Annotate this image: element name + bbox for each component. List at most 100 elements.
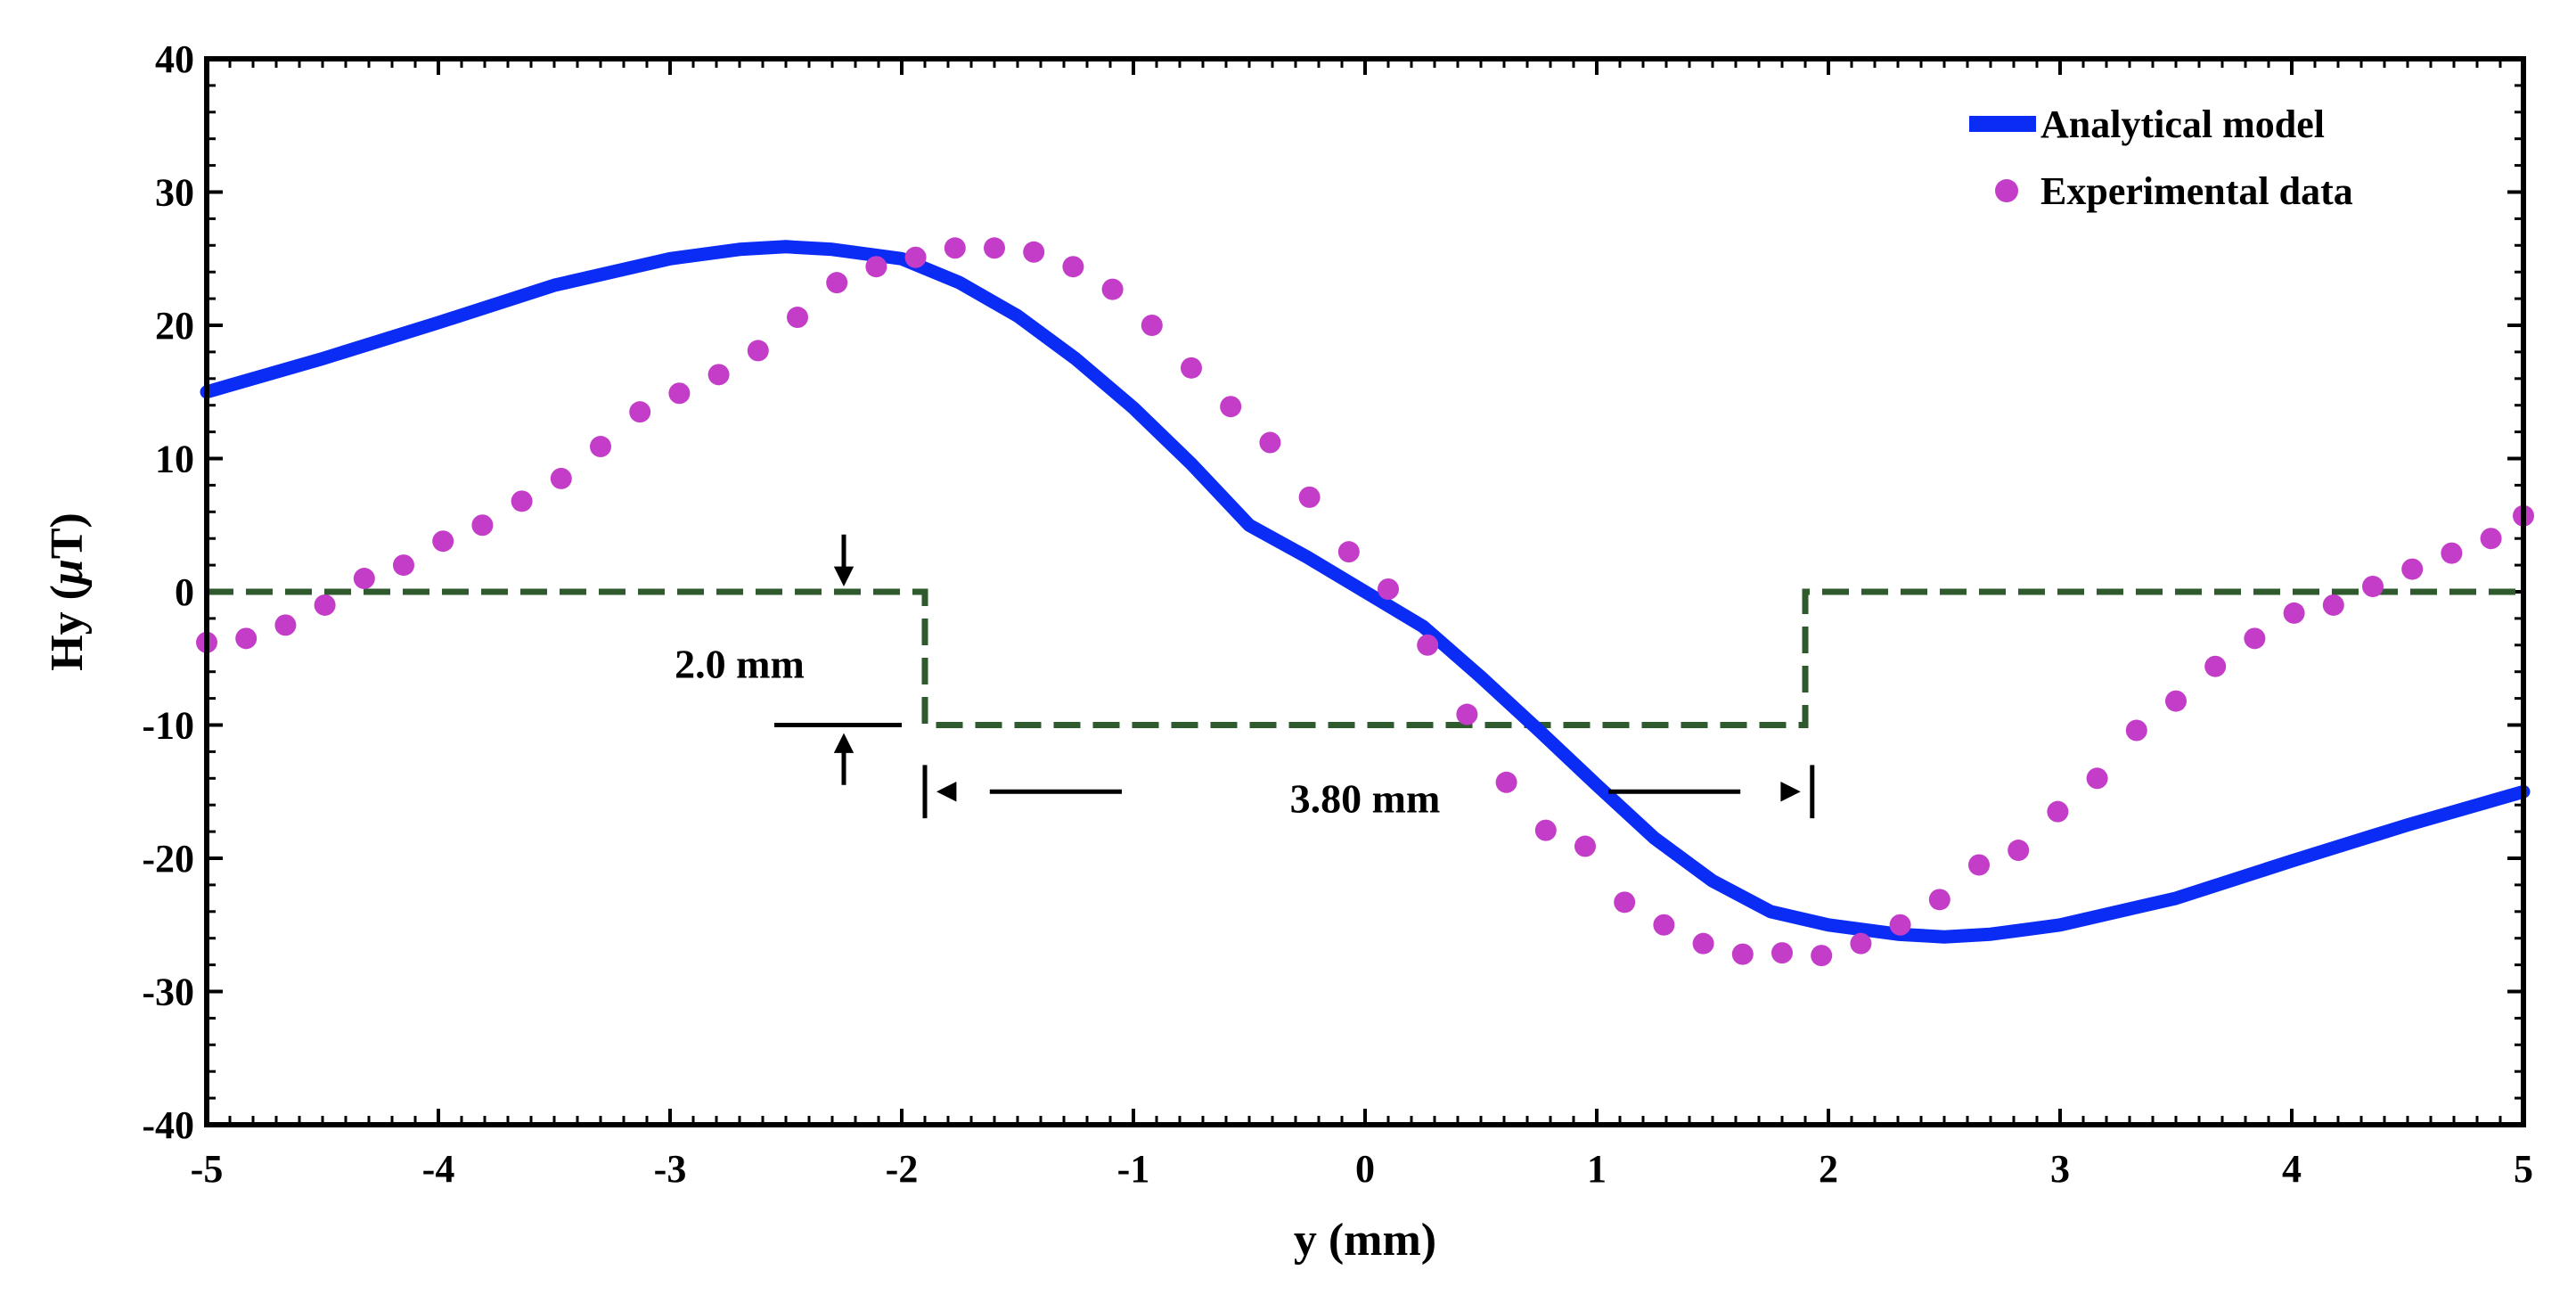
experimental-point bbox=[1850, 932, 1872, 955]
experimental-point bbox=[1692, 932, 1714, 955]
x-tick-label: -1 bbox=[1117, 1147, 1150, 1191]
depth-arrow-top-head bbox=[833, 566, 855, 587]
experimental-point bbox=[1378, 578, 1399, 601]
analytical-layer bbox=[200, 240, 2531, 944]
experimental-point bbox=[1574, 835, 1596, 857]
experimental-point bbox=[1141, 315, 1163, 336]
width-arrow-left-head bbox=[936, 782, 957, 802]
experimental-point bbox=[1298, 486, 1321, 508]
experimental-point bbox=[1771, 942, 1793, 964]
experimental-point bbox=[1259, 431, 1281, 454]
x-tick-label: -4 bbox=[422, 1147, 455, 1191]
experimental-point bbox=[2244, 627, 2266, 650]
experimental-point bbox=[787, 307, 808, 329]
experimental-point bbox=[1062, 256, 1084, 278]
x-tick-label: 2 bbox=[1819, 1147, 1838, 1191]
legend-label-analytical: Analytical model bbox=[2040, 102, 2325, 146]
experimental-point bbox=[2204, 655, 2227, 677]
x-tick-label: 5 bbox=[2514, 1147, 2533, 1191]
experimental-point bbox=[1181, 356, 1202, 379]
y-axis-label: Hy (μT) bbox=[42, 512, 93, 671]
annotation-layer: 2.0 mm 3.80 mm bbox=[675, 534, 1815, 822]
defect-profile-line bbox=[207, 588, 2523, 728]
experimental-point bbox=[314, 594, 336, 616]
y-tick-label: 40 bbox=[155, 37, 194, 81]
experimental-point bbox=[904, 246, 927, 268]
y-tick-label: -30 bbox=[142, 971, 194, 1014]
experimental-point bbox=[511, 490, 533, 512]
depth-annotation: 2.0 mm bbox=[675, 642, 805, 687]
legend-marker-experimental bbox=[1995, 179, 2018, 202]
experimental-point bbox=[2086, 767, 2108, 790]
experimental-point bbox=[1495, 771, 1517, 793]
experimental-point bbox=[1968, 854, 1990, 876]
defect-profile-layer bbox=[207, 588, 2523, 728]
experimental-point bbox=[2125, 719, 2147, 742]
x-tick-label: -3 bbox=[654, 1147, 687, 1191]
experimental-point bbox=[353, 568, 375, 590]
legend: Analytical model Experimental data bbox=[1969, 102, 2353, 213]
experimental-point bbox=[865, 256, 887, 278]
experimental-point bbox=[1023, 241, 1045, 263]
experimental-point bbox=[2008, 840, 2030, 862]
experimental-point bbox=[747, 340, 769, 362]
y-tick-label: 0 bbox=[175, 570, 194, 614]
experimental-point bbox=[1928, 889, 1950, 911]
experimental-point bbox=[707, 364, 730, 386]
experimental-point bbox=[984, 237, 1005, 259]
experimental-point bbox=[1811, 945, 1833, 967]
width-annotation: 3.80 mm bbox=[1290, 776, 1441, 822]
x-tick-label: 3 bbox=[2050, 1147, 2070, 1191]
y-tick-label: 20 bbox=[155, 304, 194, 348]
x-tick-label: -2 bbox=[886, 1147, 919, 1191]
experimental-point bbox=[668, 382, 691, 405]
experimental-point bbox=[2283, 602, 2305, 624]
y-tick-label: -20 bbox=[142, 837, 194, 881]
experimental-point bbox=[1337, 541, 1360, 563]
experimental-point bbox=[1101, 278, 1124, 300]
plot-frame bbox=[204, 56, 2526, 1127]
experimental-point bbox=[1889, 914, 1911, 936]
experimental-point bbox=[1456, 703, 1478, 725]
experimental-point bbox=[1731, 943, 1754, 965]
experimental-point bbox=[2401, 558, 2424, 580]
experimental-point bbox=[393, 554, 414, 577]
depth-arrow-bottom-head bbox=[833, 733, 855, 753]
y-tick-label: 10 bbox=[155, 438, 194, 481]
analytical-model-line bbox=[200, 240, 2531, 944]
experimental-layer bbox=[196, 237, 2534, 967]
experimental-point bbox=[2441, 542, 2463, 564]
experimental-point bbox=[2322, 594, 2344, 616]
experimental-point bbox=[235, 627, 258, 650]
experimental-point bbox=[274, 614, 297, 636]
x-tick-label: 4 bbox=[2282, 1147, 2302, 1191]
experimental-point bbox=[432, 530, 454, 553]
experimental-point bbox=[944, 237, 966, 259]
experimental-point bbox=[471, 514, 494, 537]
experimental-point bbox=[2047, 800, 2069, 823]
experimental-point bbox=[2362, 576, 2384, 598]
y-tick-label: -40 bbox=[142, 1103, 194, 1147]
experimental-point bbox=[629, 401, 651, 423]
experimental-point bbox=[1417, 634, 1439, 656]
experimental-point bbox=[826, 272, 848, 294]
x-tick-label: 1 bbox=[1587, 1147, 1607, 1191]
experimental-point bbox=[1534, 819, 1557, 841]
experimental-point bbox=[2165, 690, 2187, 712]
x-tick-label: -5 bbox=[191, 1147, 224, 1191]
y-tick-label: -10 bbox=[142, 704, 194, 748]
x-tick-label: 0 bbox=[1355, 1147, 1375, 1191]
experimental-point bbox=[550, 467, 572, 489]
experimental-point bbox=[2480, 528, 2502, 550]
y-tick-label: 30 bbox=[155, 171, 194, 215]
experimental-point bbox=[1220, 396, 1242, 418]
experimental-point bbox=[1614, 891, 1636, 914]
y-axis-label-prefix: Hy ( bbox=[42, 585, 93, 671]
experimental-point bbox=[1653, 914, 1675, 936]
legend-swatch-analytical bbox=[1969, 116, 2036, 132]
x-axis-label: y (mm) bbox=[1294, 1215, 1436, 1266]
width-arrow-right-head bbox=[1780, 782, 1801, 802]
y-axis-label-suffix: T) bbox=[42, 512, 93, 559]
